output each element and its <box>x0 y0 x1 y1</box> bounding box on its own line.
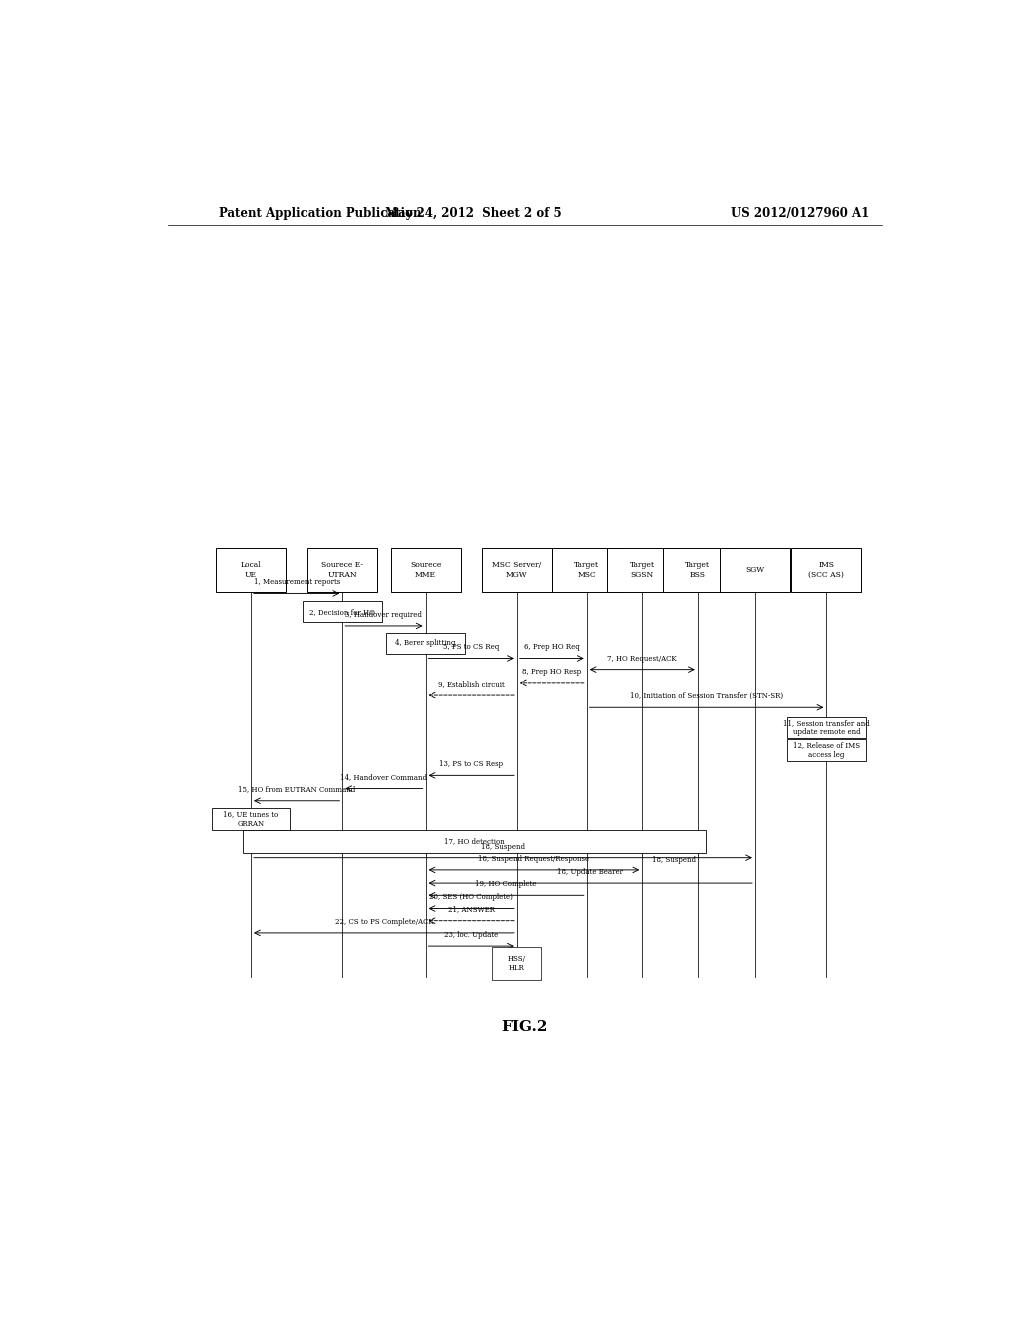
Text: 12, Release of IMS
access leg: 12, Release of IMS access leg <box>793 742 860 759</box>
Text: MSC Server/
MGW: MSC Server/ MGW <box>493 561 542 578</box>
FancyBboxPatch shape <box>607 548 677 593</box>
Text: FIG.2: FIG.2 <box>502 1020 548 1035</box>
Text: 16, UE tunes to
GRRAN: 16, UE tunes to GRRAN <box>223 810 279 828</box>
Text: 3, Handover required: 3, Handover required <box>345 611 422 619</box>
Text: 7, HO Request/ACK: 7, HO Request/ACK <box>607 655 677 663</box>
Text: 14, Handover Command: 14, Handover Command <box>340 774 427 781</box>
FancyBboxPatch shape <box>303 601 382 623</box>
Text: IMS
(SCC AS): IMS (SCC AS) <box>808 561 845 578</box>
FancyBboxPatch shape <box>386 632 465 653</box>
Text: 15, HO from EUTRAN Command: 15, HO from EUTRAN Command <box>238 785 355 793</box>
Text: 6, Prep HO Req: 6, Prep HO Req <box>524 643 580 651</box>
Text: 18, Suspend: 18, Suspend <box>481 842 525 850</box>
Text: 22, CS to PS Complete/ACK: 22, CS to PS Complete/ACK <box>335 917 433 925</box>
Text: 1, Measurement reports: 1, Measurement reports <box>254 578 340 586</box>
Text: 4, Berer splitting: 4, Berer splitting <box>395 639 456 647</box>
Text: US 2012/0127960 A1: US 2012/0127960 A1 <box>731 207 869 220</box>
FancyBboxPatch shape <box>216 548 286 593</box>
Text: HSS/
HLR: HSS/ HLR <box>508 954 526 972</box>
FancyBboxPatch shape <box>212 808 290 830</box>
Text: 18, Update Bearer: 18, Update Bearer <box>557 869 624 876</box>
Text: 9, Establish circuit: 9, Establish circuit <box>438 680 505 688</box>
FancyBboxPatch shape <box>243 830 706 853</box>
Text: Sourece
MME: Sourece MME <box>410 561 441 578</box>
Text: 11, Session transfer and
update remote end: 11, Session transfer and update remote e… <box>783 719 869 737</box>
Text: 20, SES (HO Complete): 20, SES (HO Complete) <box>429 894 513 902</box>
FancyBboxPatch shape <box>792 548 861 593</box>
Text: May 24, 2012  Sheet 2 of 5: May 24, 2012 Sheet 2 of 5 <box>385 207 561 220</box>
Text: 17, HO detection: 17, HO detection <box>444 837 505 845</box>
Text: 18, Suspend Request/Response: 18, Suspend Request/Response <box>478 855 590 863</box>
FancyBboxPatch shape <box>307 548 377 593</box>
Text: 13, PS to CS Resp: 13, PS to CS Resp <box>439 760 503 768</box>
Text: 8, Prep HO Resp: 8, Prep HO Resp <box>522 668 582 676</box>
Text: Local
UE: Local UE <box>241 561 261 578</box>
Text: 23, loc. Update: 23, loc. Update <box>444 931 499 939</box>
FancyBboxPatch shape <box>720 548 790 593</box>
Text: Target
SGSN: Target SGSN <box>630 561 654 578</box>
Text: 5, PS to CS Req: 5, PS to CS Req <box>443 643 500 651</box>
FancyBboxPatch shape <box>552 548 622 593</box>
FancyBboxPatch shape <box>663 548 733 593</box>
Text: Target
BSS: Target BSS <box>685 561 711 578</box>
Text: 18, Suspend: 18, Suspend <box>652 855 695 863</box>
Text: 10, Initiation of Session Transfer (STN-SR): 10, Initiation of Session Transfer (STN-… <box>630 692 783 700</box>
Text: 21, ANSWER: 21, ANSWER <box>447 906 495 913</box>
Text: 19, HO Complete: 19, HO Complete <box>475 880 537 888</box>
Text: SGW: SGW <box>745 566 765 574</box>
Text: Patent Application Publication: Patent Application Publication <box>219 207 422 220</box>
FancyBboxPatch shape <box>391 548 461 593</box>
Text: Sourece E-
UTRAN: Sourece E- UTRAN <box>322 561 364 578</box>
Text: Target
MSC: Target MSC <box>574 561 599 578</box>
FancyBboxPatch shape <box>493 948 542 979</box>
FancyBboxPatch shape <box>482 548 552 593</box>
FancyBboxPatch shape <box>787 739 865 760</box>
Text: 2, Decision for HO: 2, Decision for HO <box>309 607 375 615</box>
FancyBboxPatch shape <box>787 717 865 738</box>
